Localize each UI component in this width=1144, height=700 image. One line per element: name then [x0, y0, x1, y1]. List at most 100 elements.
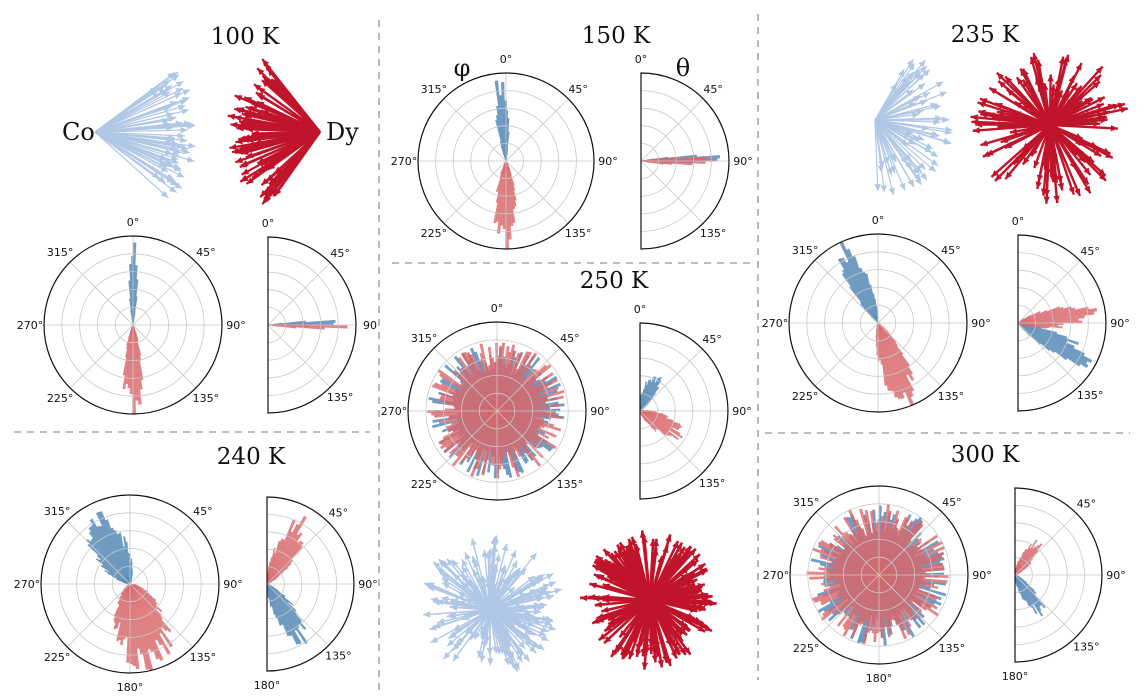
dy-spin-arrow: [235, 130, 321, 144]
histogram-bar: [266, 541, 304, 585]
histogram-bar: [862, 271, 879, 324]
grid-spoke: [639, 348, 703, 412]
co-spin-arrow-head: [529, 552, 537, 561]
dy-spin-arrow-head: [980, 140, 989, 147]
dy-spin-arrow-head: [608, 617, 616, 625]
histogram-bar: [878, 574, 890, 630]
dy-spin-arrow-head: [672, 541, 678, 549]
grid-spoke: [132, 261, 197, 326]
dy-spin-arrow-head: [697, 625, 706, 632]
dy-spin-arrow-head: [1042, 162, 1049, 170]
co-spin-arrows: [94, 71, 196, 199]
co-spin-arrow-head: [182, 89, 191, 96]
theta-polar-plot: 45° 90° 135° 180°: [254, 496, 378, 692]
histogram-bar: [855, 519, 880, 576]
histogram-bar: [129, 583, 136, 666]
polar-frame: [407, 321, 587, 501]
dy-spin-arrow-head: [235, 138, 243, 145]
tick-label: 0°: [127, 216, 140, 229]
dy-spin-arrow-head: [1016, 77, 1024, 85]
histogram-bar: [496, 410, 543, 448]
dy-spin-arrows: [970, 52, 1129, 204]
dy-spin-arrow-head: [1036, 59, 1043, 68]
co-spin-arrow-head: [433, 561, 441, 569]
panel-250K: 250 K 0° 45° 90° 135° 225° 270° 315° 0° 45° 90° 135…: [381, 268, 752, 672]
co-spin-arrow: [94, 131, 160, 179]
co-spin-arrow-head: [176, 142, 184, 150]
dy-spin-arrow-head: [698, 605, 706, 612]
dy-spin-arrow-head: [678, 546, 685, 555]
histogram-bar: [820, 574, 880, 606]
grid-spoke: [878, 574, 943, 639]
dy-spin-arrow-head: [1081, 176, 1089, 185]
co-spin-arrow-head: [167, 134, 176, 141]
co-spin-arrow-head: [470, 538, 477, 546]
histogram-bar: [266, 515, 307, 585]
histogram-bar: [878, 574, 927, 611]
tick-label: 135°: [327, 391, 354, 404]
dy-spin-arrow-head: [972, 127, 980, 134]
co-spin-arrow: [94, 116, 177, 133]
tick-label: 225°: [411, 478, 438, 491]
polar-frame: [789, 485, 969, 665]
histogram-bar: [460, 410, 498, 464]
histogram-bar: [266, 583, 282, 626]
histogram-bar: [443, 410, 498, 454]
dy-spin-arrow-head: [630, 536, 638, 545]
tick-label: 90°: [223, 578, 243, 591]
dy-spin-arrow-head: [670, 650, 677, 659]
grid-spoke: [878, 511, 943, 576]
co-spin-arrow-head: [453, 623, 462, 631]
histogram-bar: [820, 574, 880, 621]
co-spin-arrow: [489, 596, 545, 611]
co-spin-arrow: [423, 609, 491, 616]
histogram-bar: [828, 542, 880, 576]
dy-spin-arrow-head: [1055, 76, 1062, 85]
co-spin-arrow-head: [181, 108, 189, 115]
co-spin-arrow-head: [188, 142, 196, 149]
dy-spin-arrow-head: [227, 113, 236, 120]
co-spin-arrow-head: [466, 627, 474, 636]
co-spin-arrow-head: [500, 631, 507, 640]
dy-spin-arrow: [644, 599, 652, 656]
dy-spin-arrow-head: [260, 189, 268, 198]
dy-spin-arrow: [591, 563, 651, 602]
dy-spin-arrow: [649, 598, 703, 624]
dy-spin-arrow: [1021, 68, 1052, 126]
co-spin-arrow-head: [174, 182, 183, 189]
histogram-bar: [129, 583, 168, 632]
dy-spin-arrow-head: [649, 538, 657, 547]
histogram-bar: [496, 372, 554, 412]
dy-spin-arrow-head: [257, 68, 265, 76]
panel-300K: 300 K 45° 90° 135° 180° 225° 270° 315° 45° 90° 135…: [763, 442, 1126, 685]
tick-label: 0°: [500, 53, 513, 66]
co-spin-arrow: [452, 572, 491, 611]
histogram-bar: [877, 322, 891, 391]
co-spin-arrow-head: [541, 615, 550, 622]
dy-spin-arrow: [624, 599, 652, 657]
co-spin-arrow: [446, 609, 491, 647]
co-spin-arrow: [489, 543, 508, 611]
histogram-bar: [266, 583, 293, 637]
dy-spin-arrow-head: [1097, 97, 1105, 104]
dy-spin-arrow: [648, 599, 657, 663]
histogram-bar: [496, 410, 532, 458]
dy-spin-arrow-head: [625, 551, 632, 560]
co-spin-arrow-head: [180, 126, 188, 134]
co-spin-arrow-head: [534, 603, 542, 611]
tick-label: 135°: [565, 227, 592, 240]
grid-spoke: [132, 324, 197, 389]
co-spin-arrow-head: [916, 134, 925, 141]
co-spin-arrow-head: [521, 604, 529, 611]
dy-spin-arrow-head: [260, 158, 269, 166]
co-spin-arrow-head: [504, 639, 511, 648]
panel-title: 100 K: [211, 24, 280, 50]
histogram-bar: [878, 574, 913, 621]
dy-spin-arrow-head: [704, 624, 712, 631]
dy-spin-arrow-head: [692, 554, 700, 562]
histogram-bar: [129, 583, 172, 633]
dy-spin-arrow: [635, 599, 652, 658]
co-spin-arrow: [436, 609, 491, 624]
co-spin-arrow: [94, 124, 194, 133]
co-spin-arrow-head: [170, 154, 179, 161]
